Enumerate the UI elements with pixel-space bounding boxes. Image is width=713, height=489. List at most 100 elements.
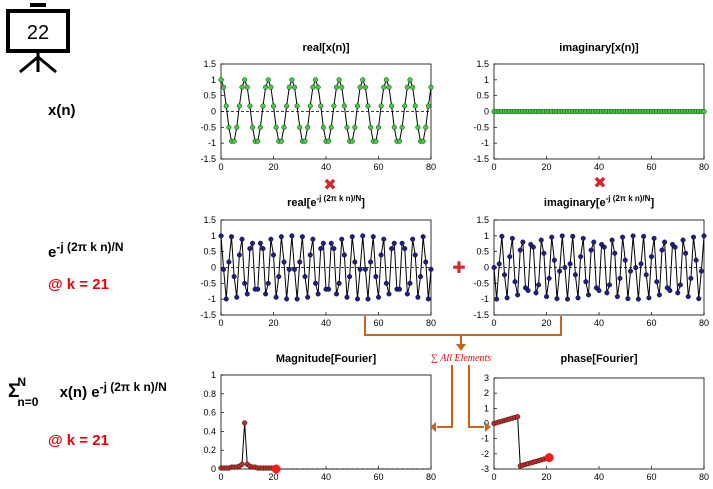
data-point [376, 124, 382, 130]
y-tick-label: -1.5 [200, 154, 216, 164]
data-point [391, 240, 397, 246]
data-point [357, 84, 363, 90]
x-tick-label: 20 [268, 472, 278, 482]
data-point [591, 239, 597, 245]
y-tick-label: 1 [211, 370, 216, 380]
plot-frame [220, 374, 432, 470]
data-point [242, 280, 248, 286]
data-point [336, 77, 342, 83]
y-tick-label: 0 [484, 107, 489, 117]
data-point [265, 77, 271, 83]
data-point [680, 237, 686, 243]
data-point [646, 295, 652, 301]
data-point [305, 124, 311, 130]
data-point [630, 233, 636, 239]
data-point [515, 292, 521, 298]
y-tick-label: 1 [211, 75, 216, 85]
multiply-icon: ✖ [323, 177, 336, 194]
data-point [412, 252, 418, 258]
data-point [284, 296, 290, 302]
data-point [273, 124, 279, 130]
y-tick-label: 1.5 [203, 215, 216, 225]
data-point [402, 246, 408, 252]
y-tick-label: -3 [481, 464, 489, 474]
y-tick-label: -0.5 [473, 278, 489, 288]
data-point [609, 237, 615, 243]
series-line [220, 78, 432, 142]
x-tick-label: 20 [268, 162, 278, 172]
data-point [381, 236, 387, 242]
data-point [614, 294, 620, 300]
data-point [649, 254, 655, 260]
data-point [693, 257, 699, 263]
data-point [223, 296, 229, 302]
data-point [612, 250, 618, 256]
data-point [412, 103, 418, 109]
data-point [373, 138, 379, 144]
data-point [696, 296, 702, 302]
multiply-icon: ✖ [593, 175, 606, 192]
x-tick-label: 0 [491, 162, 496, 172]
x-tick-label: 0 [218, 472, 223, 482]
data-point [504, 295, 510, 301]
data-point [292, 266, 298, 272]
data-point [249, 124, 255, 130]
data-point [659, 247, 665, 253]
data-point [231, 138, 237, 144]
data-point [633, 265, 639, 271]
fourier-k-label: @ k = 21 [48, 432, 109, 449]
x-tick-label: 60 [646, 318, 656, 328]
y-tick-label: 2 [484, 388, 489, 398]
data-point [557, 268, 563, 274]
data-point [654, 279, 660, 285]
data-point [294, 103, 300, 109]
data-point [583, 279, 589, 285]
data-point [551, 257, 557, 263]
x-tick-label: 60 [373, 318, 383, 328]
data-point [538, 237, 544, 243]
data-point [572, 272, 578, 278]
highlight-point [544, 453, 554, 463]
data-point [260, 103, 266, 109]
fourier-exponent: -j (2π k n)/N [99, 380, 167, 394]
data-point [271, 252, 277, 258]
y-tick-label: 0.5 [476, 91, 489, 101]
data-point [344, 124, 350, 130]
data-point [520, 239, 526, 245]
x-tick-label: 0 [218, 318, 223, 328]
data-point [499, 233, 505, 239]
data-point [218, 233, 224, 239]
data-point [651, 235, 657, 241]
data-point [677, 282, 683, 288]
x-tick-label: 60 [646, 162, 656, 172]
data-point [315, 291, 321, 297]
data-point [494, 296, 500, 302]
sum-symbol: Σ [8, 381, 20, 402]
fourier-expression: x(n) e [59, 384, 100, 401]
data-point [339, 236, 345, 242]
data-point [247, 103, 253, 109]
data-point [365, 103, 371, 109]
data-point [667, 288, 673, 294]
x-tick-label: 60 [373, 472, 383, 482]
y-tick-label: 1.5 [203, 59, 216, 69]
y-tick-label: 1 [211, 231, 216, 241]
chart-title: real[x(n)] [302, 42, 349, 54]
data-point [544, 294, 550, 300]
chart-title: real[e-j (2π k n)/N] [287, 194, 365, 209]
y-tick-label: -1.5 [473, 310, 489, 320]
y-tick-label: -0.5 [200, 278, 216, 288]
data-point [268, 84, 274, 90]
data-point [512, 279, 518, 285]
data-point [425, 103, 431, 109]
data-point [352, 124, 358, 130]
y-tick-label: 0.5 [203, 91, 216, 101]
data-point [373, 274, 379, 280]
data-point [622, 257, 628, 263]
data-point [276, 274, 282, 280]
x-tick-label: 40 [594, 472, 604, 482]
data-point [247, 246, 253, 252]
data-point [559, 233, 565, 239]
data-point [310, 236, 316, 242]
